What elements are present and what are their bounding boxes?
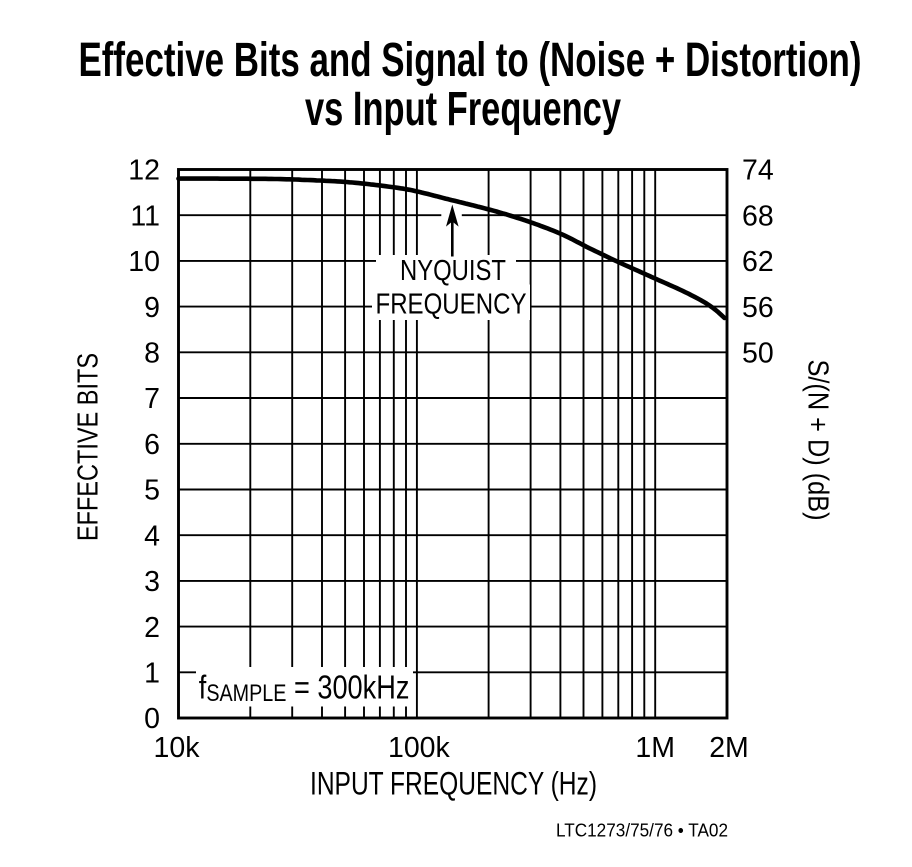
svg-text:8: 8 <box>144 338 160 370</box>
svg-text:fSAMPLE = 300kHz: fSAMPLE = 300kHz <box>199 669 410 708</box>
svg-text:2: 2 <box>144 612 160 644</box>
svg-text:S/(N + D) (dB): S/(N + D) (dB) <box>802 360 834 521</box>
svg-text:56: 56 <box>742 292 774 324</box>
svg-text:EFFECTIVE BITS: EFFECTIVE BITS <box>73 353 105 541</box>
svg-text:10k: 10k <box>154 732 201 764</box>
svg-text:6: 6 <box>144 429 160 461</box>
svg-text:10: 10 <box>128 246 160 278</box>
svg-text:1: 1 <box>144 658 160 690</box>
svg-text:INPUT FREQUENCY (Hz): INPUT FREQUENCY (Hz) <box>310 766 597 802</box>
svg-text:3: 3 <box>144 566 160 598</box>
svg-text:68: 68 <box>742 200 774 232</box>
svg-text:74: 74 <box>742 155 774 187</box>
svg-text:5: 5 <box>144 475 160 507</box>
svg-text:11: 11 <box>130 200 160 232</box>
svg-text:7: 7 <box>144 383 160 415</box>
svg-text:vs Input Frequency: vs Input Frequency <box>305 82 621 136</box>
svg-text:62: 62 <box>742 246 774 278</box>
svg-text:12: 12 <box>128 155 160 187</box>
svg-text:1M: 1M <box>635 732 675 764</box>
svg-text:NYQUIST: NYQUIST <box>400 255 506 287</box>
svg-text:FREQUENCY: FREQUENCY <box>376 289 527 321</box>
svg-text:50: 50 <box>742 338 774 370</box>
svg-text:2M: 2M <box>709 732 749 764</box>
svg-text:9: 9 <box>144 292 160 324</box>
svg-text:4: 4 <box>144 520 160 552</box>
svg-text:Effective Bits and Signal to (: Effective Bits and Signal to (Noise + Di… <box>79 33 862 87</box>
svg-text:LTC1273/75/76 • TA02: LTC1273/75/76 • TA02 <box>556 820 728 840</box>
svg-text:0: 0 <box>144 703 160 735</box>
svg-text:100k: 100k <box>388 732 451 764</box>
